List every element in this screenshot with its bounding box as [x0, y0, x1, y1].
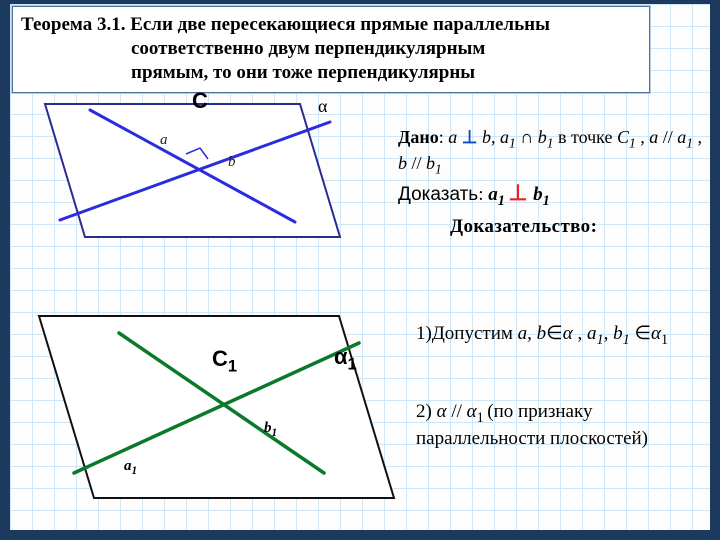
label-alpha: α — [318, 96, 327, 117]
prove-block: Доказать: a1 ⊥ b1 — [398, 180, 550, 210]
theorem-line3: прямым, то они тоже перпендикулярны — [131, 62, 475, 83]
prove-text: : a1 ⊥ b1 — [478, 184, 550, 205]
given-text: : a ⊥ b, a1 ∩ b1 в точке C1 , a // a1 , … — [398, 127, 702, 173]
label-C1: С1 — [212, 346, 237, 376]
theorem-label: Теорема 3.1. — [21, 14, 125, 35]
proof-step-1: 1)Допустим a, b∈α , a1, b1 ∈α1 — [416, 322, 706, 349]
diagram-plane-alpha1: С1 a1 b1 α1 — [24, 298, 404, 518]
proof-step-2: 2) α // α1 (по признаку параллельности п… — [416, 400, 706, 452]
theorem-line2: соответственно двум перпендикулярным — [131, 38, 485, 59]
label-C: С — [192, 88, 208, 114]
label-a1: a1 — [124, 458, 137, 477]
given-block: Дано: a ⊥ b, a1 ∩ b1 в точке C1 , a // a… — [398, 126, 708, 179]
label-alpha1: α1 — [334, 344, 357, 374]
diagram-plane-alpha: С a b α — [30, 92, 370, 262]
label-a: a — [160, 132, 168, 149]
page-background: Теорема 3.1. Если две пересекающиеся пря… — [0, 0, 720, 540]
theorem-box: Теорема 3.1. Если две пересекающиеся пря… — [12, 6, 650, 93]
prove-label: Доказать — [398, 184, 478, 205]
theorem-line1: Если две пересекающиеся прямые параллель… — [125, 14, 549, 35]
proof-header: Доказательство: — [450, 216, 597, 238]
label-b1: b1 — [264, 420, 277, 439]
grid-paper: Теорема 3.1. Если две пересекающиеся пря… — [10, 4, 710, 530]
given-label: Дано — [398, 127, 439, 147]
label-b: b — [228, 154, 236, 171]
